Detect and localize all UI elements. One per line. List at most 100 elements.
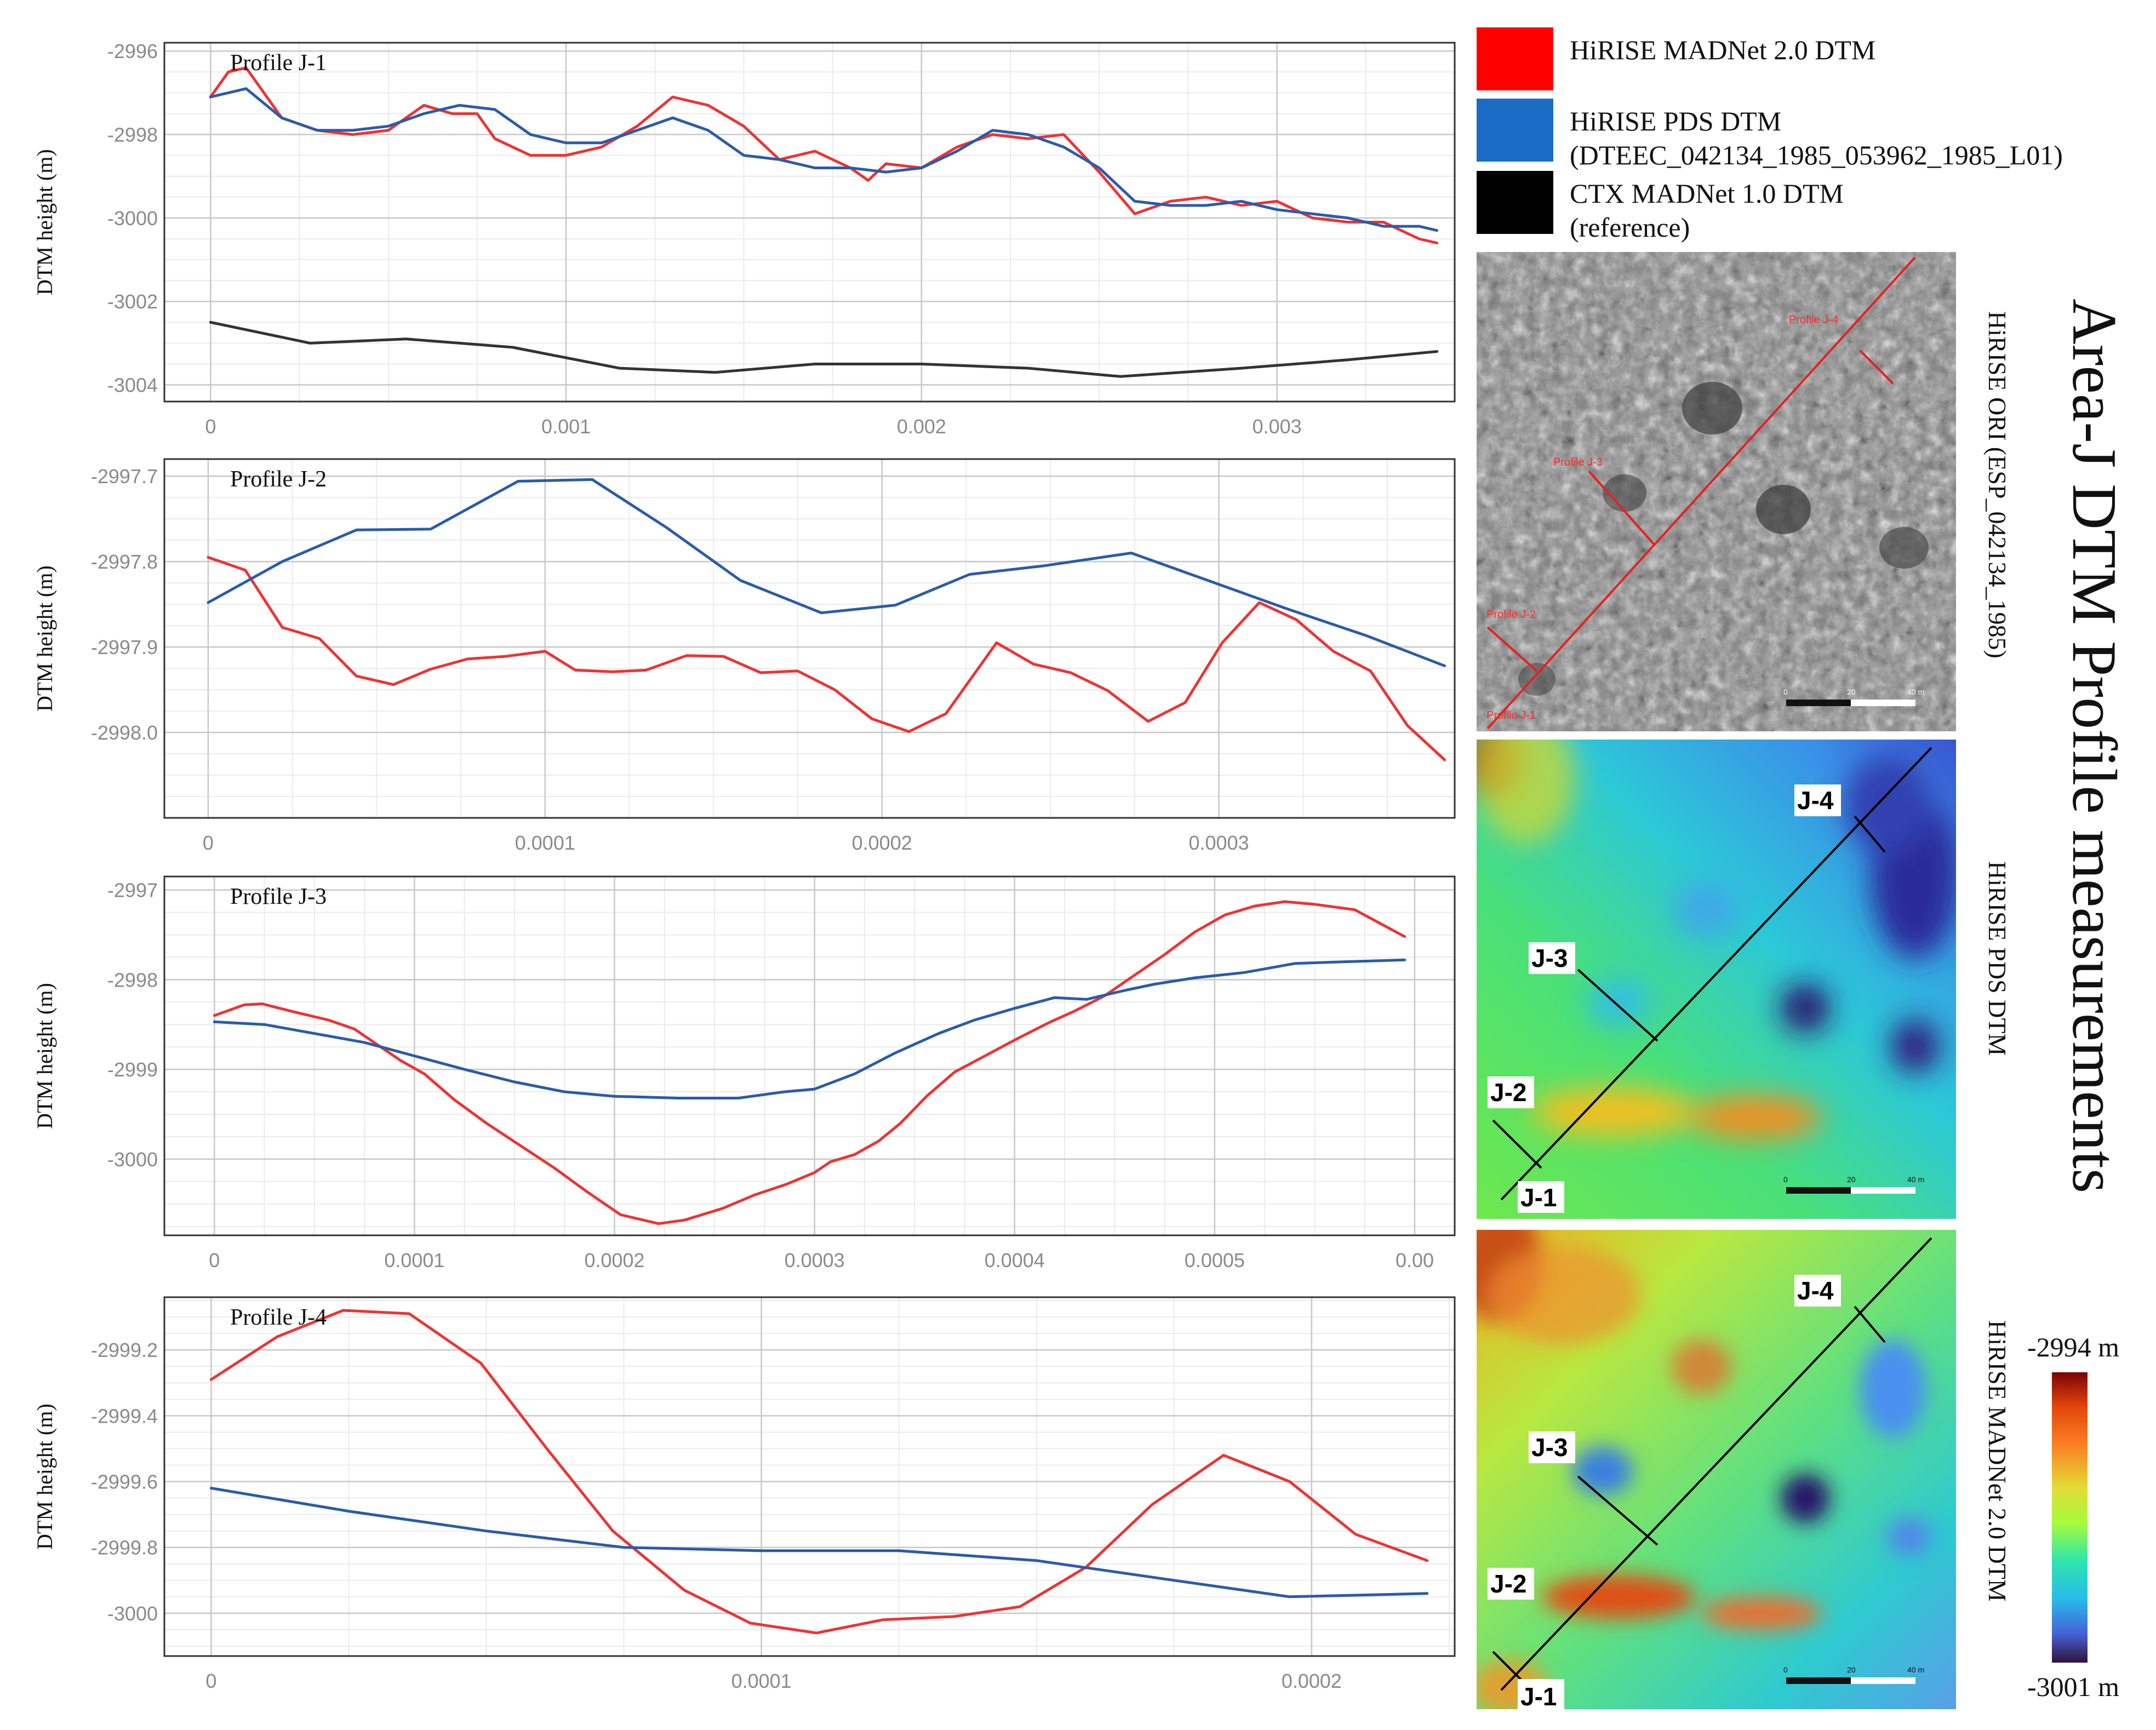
legend-item-pds: HiRISE PDS DTM (DTEEC_042134_1985_053962…	[1477, 99, 2063, 172]
svg-text:0: 0	[1783, 1175, 1788, 1184]
chart3-frame	[163, 875, 1456, 1236]
madnet-panel-label: HiRISE MADNet 2.0 DTM	[1983, 1320, 2011, 1602]
pds-marker-j2: J-2	[1490, 1078, 1526, 1107]
legend-item-ctx: CTX MADNet 1.0 DTM (reference)	[1477, 171, 1844, 244]
chart2-ytick-label: -2998.0	[91, 721, 158, 744]
madnet-marker-j2: J-2	[1490, 1569, 1526, 1598]
chart1-xtick-label: 0.002	[897, 415, 946, 438]
chart1-ytick-label: -2996	[107, 40, 158, 62]
chart2-ytick-label: -2997.8	[91, 551, 158, 573]
chart3-xtick-label: 0.0001	[384, 1249, 444, 1271]
chart4-xtick-label: 0.0002	[1282, 1670, 1342, 1692]
chart2-xtick-label: 0.0002	[852, 832, 912, 854]
chart3-ytick-label: -3000	[107, 1148, 158, 1171]
colorbar-min-label: -3001 m	[2027, 1671, 2120, 1702]
chart2-ylabel: DTM height (m)	[32, 565, 57, 712]
svg-text:20: 20	[1847, 1665, 1856, 1674]
chart1-frame	[163, 42, 1456, 403]
chart3-xtick-label: 0	[209, 1249, 220, 1271]
chart3-series-2-line	[213, 958, 1406, 1099]
chart3-xtick-label: 0.0004	[985, 1249, 1045, 1271]
chart1-title: Profile J-1	[230, 50, 327, 76]
chart4-xtick-label: 0.0001	[731, 1670, 792, 1692]
legend-label-ctx: CTX MADNet 1.0 DTM	[1570, 178, 1844, 209]
chart2-xtick-label: 0.0003	[1189, 832, 1249, 854]
pds-marker-j4: J-4	[1797, 786, 1834, 815]
legend-swatch-ctx	[1477, 171, 1553, 234]
chart3-ytick-label: -2999	[107, 1058, 158, 1081]
chart4-ytick-label: -2999.6	[91, 1471, 158, 1493]
madnet-scalebar: 0 20 40 m	[1783, 1665, 1924, 1684]
legend-swatch-madnet	[1477, 27, 1553, 90]
chart2-title: Profile J-2	[230, 467, 327, 492]
chart4-series-1-line	[209, 1309, 1429, 1635]
svg-text:20: 20	[1847, 1175, 1856, 1184]
madnet-marker-j1: J-1	[1520, 1682, 1557, 1709]
legend-label-pds: HiRISE PDS DTM	[1570, 106, 1782, 136]
svg-text:0: 0	[1783, 1665, 1788, 1674]
chart2-xtick-label: 0.0001	[515, 832, 575, 854]
colorbar	[2052, 1372, 2088, 1663]
chart3-title: Profile J-3	[230, 884, 327, 909]
ori-scalebar: 0 20 40 m	[1783, 688, 1924, 706]
madnet-dtm-map: J-1 J-2 J-3 J-4 0 20 40 m	[1477, 1230, 1956, 1709]
chart1-ytick-label: -3002	[107, 290, 158, 313]
chart1-series-2-line	[209, 87, 1439, 232]
chart1-ytick-label: -3004	[107, 374, 158, 397]
chart2-series-1-line	[207, 555, 1446, 761]
chart1-xtick-label: 0.001	[541, 415, 591, 438]
pds-marker-j1: J-1	[1520, 1183, 1557, 1212]
ori-profile-line	[1486, 256, 1916, 730]
ori-marker-j4: Profile J-4	[1789, 314, 1838, 326]
chart2-frame	[163, 458, 1456, 819]
chart4-ylabel: DTM height (m)	[32, 1404, 57, 1550]
chart1-ytick-label: -3000	[107, 207, 158, 230]
figure-title: Area-J DTM Profile measurements	[2059, 299, 2129, 1194]
svg-text:20: 20	[1847, 688, 1856, 696]
chart1-ytick-label: -2998	[107, 124, 158, 146]
legend-label-pds-id: (DTEEC_042134_1985_053962_1985_L01)	[1570, 140, 2063, 170]
chart4-ytick-label: -2999.2	[91, 1339, 158, 1361]
chart4-title: Profile J-4	[230, 1305, 327, 1330]
chart3-xtick-label: 0.0003	[785, 1249, 845, 1271]
chart3-xtick-label: 0.00	[1396, 1249, 1434, 1271]
chart3-ytick-label: -2998	[107, 969, 158, 991]
svg-text:0: 0	[1783, 688, 1788, 696]
ori-marker-j2: Profile J-2	[1486, 609, 1536, 621]
chart3-ytick-label: -2997	[107, 879, 158, 902]
chart3-xtick-label: 0.0005	[1185, 1249, 1245, 1271]
chart4-xtick-label: 0	[205, 1670, 216, 1692]
ori-marker-j1: Profile J-1	[1486, 709, 1536, 721]
chart1-series-1-line	[209, 66, 1439, 245]
pds-panel-label: HiRISE PDS DTM	[1983, 861, 2011, 1056]
chart4-frame	[163, 1296, 1456, 1657]
chart3-xtick-label: 0.0002	[584, 1249, 644, 1271]
chart3-series-1-line	[213, 900, 1406, 1225]
chart3-ylabel: DTM height (m)	[32, 983, 57, 1129]
pds-scalebar: 0 20 40 m	[1783, 1175, 1924, 1194]
svg-text:40 m: 40 m	[1907, 1175, 1924, 1184]
madnet-marker-j3: J-3	[1531, 1433, 1568, 1462]
ori-image: Profile J-1 Profile J-2 Profile J-3 Prof…	[1477, 252, 1956, 731]
chart4-series-2-line	[209, 1487, 1429, 1599]
chart2-ytick-label: -2997.9	[91, 636, 158, 658]
chart1-ylabel: DTM height (m)	[32, 149, 57, 295]
ori-marker-j3: Profile J-3	[1553, 456, 1603, 468]
legend-item-madnet: HiRISE MADNet 2.0 DTM	[1477, 27, 1875, 90]
chart1-xtick-label: 0.003	[1253, 415, 1302, 438]
pds-marker-j3: J-3	[1531, 944, 1568, 972]
pds-dtm-map: J-1 J-2 J-3 J-4 0 20 40 m	[1477, 740, 1956, 1219]
chart1-series-3-line	[209, 320, 1439, 378]
profile-charts: 0 0.001 0.002 0.003 -2996 -2998 -3000 -3002 -300…	[32, 40, 1456, 1692]
legend-label-ctx-note: (reference)	[1570, 212, 1690, 243]
colorbar-max-label: -2994 m	[2027, 1332, 2120, 1362]
chart4-ytick-label: -3000	[107, 1602, 158, 1625]
chart4-ytick-label: -2999.8	[91, 1537, 158, 1559]
legend-swatch-pds	[1477, 99, 1553, 162]
legend-label-madnet: HiRISE MADNet 2.0 DTM	[1570, 35, 1876, 65]
svg-text:40 m: 40 m	[1907, 1665, 1924, 1674]
madnet-marker-j4: J-4	[1797, 1276, 1834, 1305]
chart2-xtick-label: 0	[203, 832, 214, 854]
chart2-ytick-label: -2997.7	[91, 465, 158, 488]
chart1-xtick-label: 0	[205, 415, 216, 438]
